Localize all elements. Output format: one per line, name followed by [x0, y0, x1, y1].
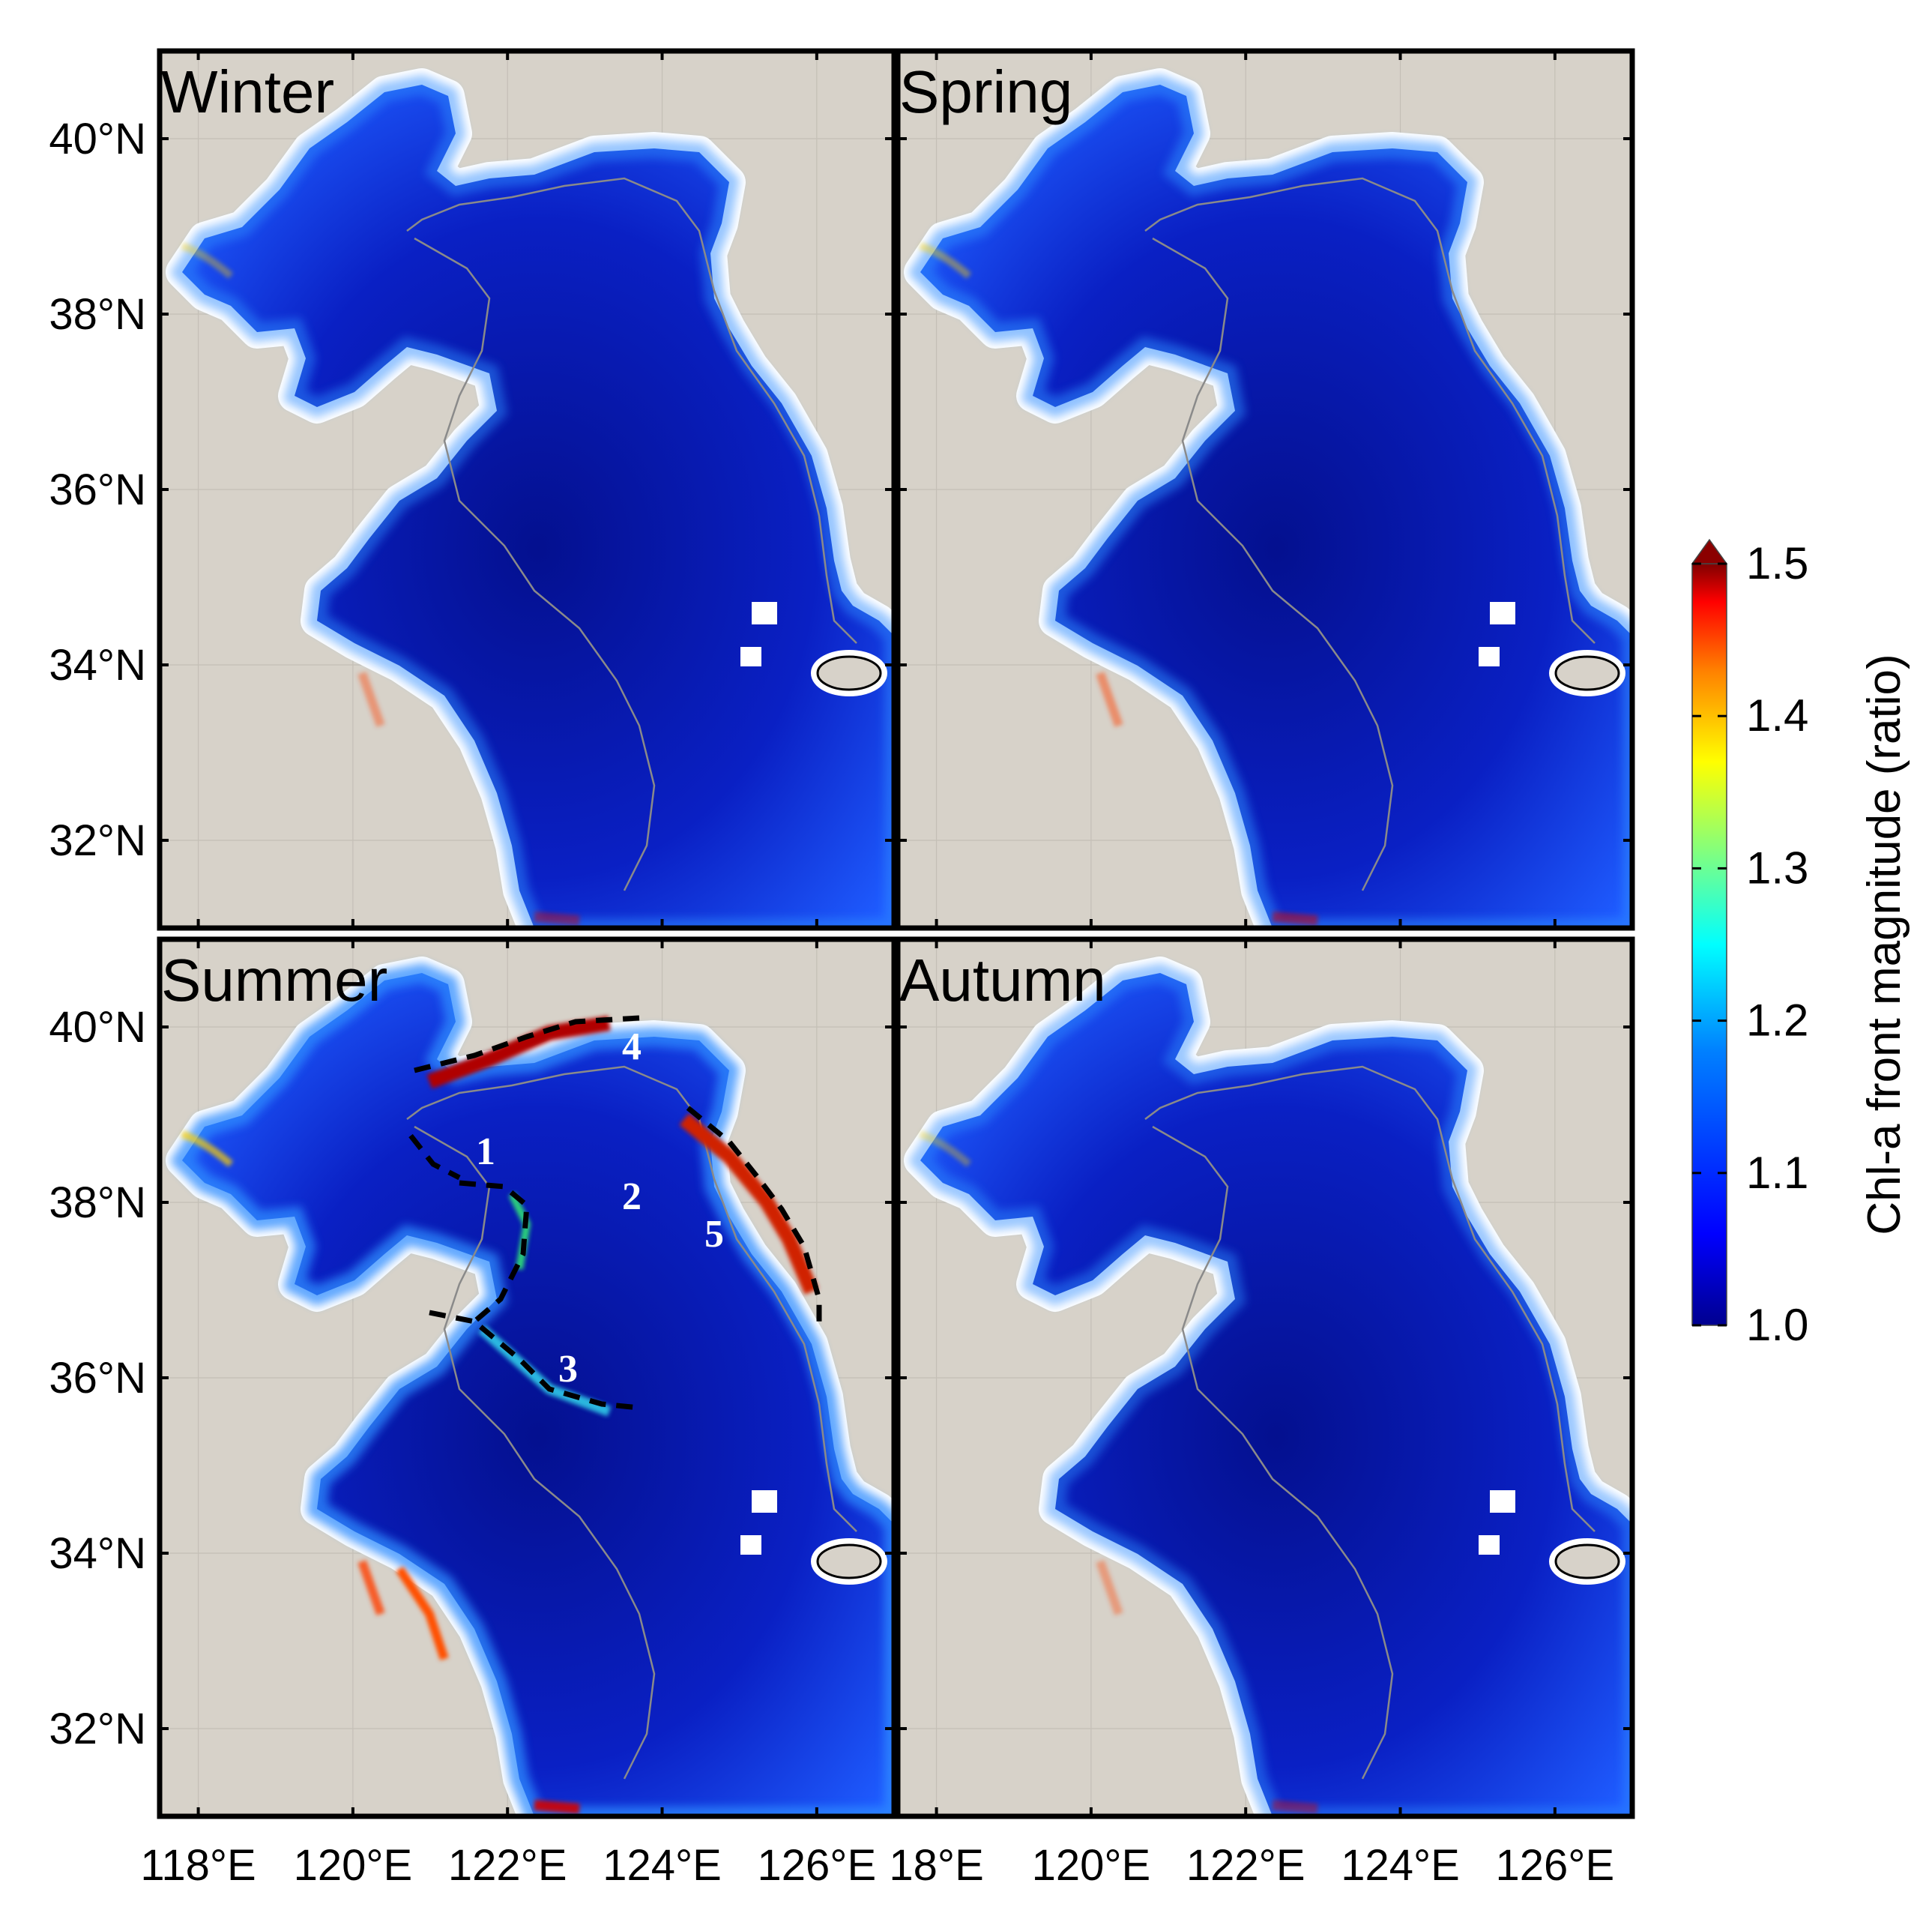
- longitude-tick-label: 120°E: [294, 1841, 413, 1890]
- mask-box: [752, 1490, 777, 1513]
- mask-box: [740, 647, 761, 666]
- tick-marks: [160, 939, 894, 1816]
- front-label-1: 1: [476, 1130, 495, 1173]
- latitude-tick-label: 36°N: [49, 466, 146, 514]
- panel-spring: Spring: [895, 48, 1635, 931]
- tick-marks: [898, 939, 1632, 1816]
- island: [816, 655, 882, 691]
- tick-marks: [898, 51, 1632, 928]
- mask-box: [1490, 602, 1515, 624]
- latitude-tick-label: 34°N: [49, 641, 146, 690]
- tick-marks: [160, 51, 894, 928]
- latitude-tick-label: 40°N: [49, 1003, 146, 1052]
- season-label: Spring: [899, 58, 1072, 125]
- front-line-1: [408, 1133, 461, 1181]
- longitude-tick-label: 124°E: [1341, 1841, 1460, 1890]
- island: [1554, 1543, 1620, 1579]
- colorbar-extend-triangle: [1691, 538, 1728, 564]
- panel-summer: 1 2 3 4 5 Summer: [157, 936, 897, 1819]
- panel-winter: Winter: [157, 48, 897, 931]
- mask-box: [1479, 647, 1500, 666]
- isobath: [1152, 237, 1394, 891]
- season-label: Winter: [161, 58, 334, 125]
- latitude-axis: 40°N 38°N 36°N 34°N 32°N 40°N 38°N 36°N 34°N 32°N: [49, 115, 146, 1753]
- frontal-zones: [919, 1130, 1318, 1814]
- mask-box: [1490, 1490, 1515, 1513]
- longitude-tick-label: 118°E: [140, 1841, 256, 1890]
- longitude-axis: 118°E 120°E 122°E 124°E 126°E 18°E 120°E 122°E 1…: [140, 1841, 1614, 1890]
- isobath: [1144, 1065, 1596, 1532]
- colorbar: 1.5 1.4 1.3 1.2 1.1 1.0 Chl-a front magnitude…: [1691, 538, 1910, 1350]
- isobath: [1144, 177, 1596, 644]
- colorbar-title: Chl-a front magnitude (ratio): [1859, 654, 1910, 1235]
- colorbar-tick-label: 1.5: [1746, 538, 1808, 588]
- season-label: Summer: [161, 947, 387, 1013]
- map-panels: Winter Spring 1 2 3 4 5 Summer Autumn: [157, 48, 1635, 1819]
- season-label: Autumn: [899, 947, 1106, 1013]
- island: [816, 1543, 882, 1579]
- colorbar-tick-label: 1.3: [1746, 843, 1808, 893]
- front-label-3: 3: [558, 1348, 578, 1391]
- mask-box: [752, 602, 777, 624]
- latitude-tick-label: 32°N: [49, 816, 146, 865]
- longitude-tick-label: 126°E: [758, 1841, 877, 1890]
- isobath: [414, 237, 656, 891]
- isobath: [414, 1125, 656, 1780]
- longitude-tick-label: 120°E: [1032, 1841, 1151, 1890]
- frontal-zones: [181, 242, 580, 926]
- longitude-tick-label: 122°E: [448, 1841, 567, 1890]
- longitude-tick-label: 18°E: [889, 1841, 983, 1890]
- mask-box: [1479, 1535, 1500, 1555]
- colorbar-tick-label: 1.2: [1746, 995, 1808, 1046]
- front-lines: 1 2 3 4 5: [408, 1015, 822, 1411]
- colorbar-tick-label: 1.0: [1746, 1300, 1808, 1350]
- mask-box: [740, 1535, 761, 1555]
- front-line-5: [686, 1106, 822, 1329]
- longitude-tick-label: 122°E: [1186, 1841, 1305, 1890]
- isobath: [406, 177, 857, 644]
- front-line-4: [414, 1015, 640, 1073]
- front-label-4: 4: [622, 1025, 642, 1068]
- front-label-5: 5: [704, 1213, 724, 1256]
- front-label-2: 2: [622, 1175, 642, 1218]
- latitude-tick-label: 38°N: [49, 290, 146, 339]
- island: [1554, 655, 1620, 691]
- front-line-3: [429, 1310, 640, 1411]
- latitude-tick-label: 32°N: [49, 1705, 146, 1753]
- isobath: [406, 1065, 857, 1532]
- frontal-zones: [919, 242, 1318, 926]
- colorbar-tick-label: 1.1: [1746, 1148, 1808, 1198]
- longitude-tick-label: 124°E: [603, 1841, 722, 1890]
- latitude-tick-label: 36°N: [49, 1354, 146, 1403]
- panel-autumn: Autumn: [895, 936, 1635, 1819]
- colorbar-tick-label: 1.4: [1746, 690, 1808, 741]
- longitude-tick-label: 126°E: [1496, 1841, 1615, 1890]
- latitude-tick-label: 40°N: [49, 115, 146, 163]
- latitude-tick-label: 34°N: [49, 1529, 146, 1578]
- colorbar-gradient: [1691, 563, 1727, 1326]
- front-line-2: [459, 1180, 530, 1324]
- latitude-tick-label: 38°N: [49, 1178, 146, 1227]
- isobath: [1152, 1125, 1394, 1780]
